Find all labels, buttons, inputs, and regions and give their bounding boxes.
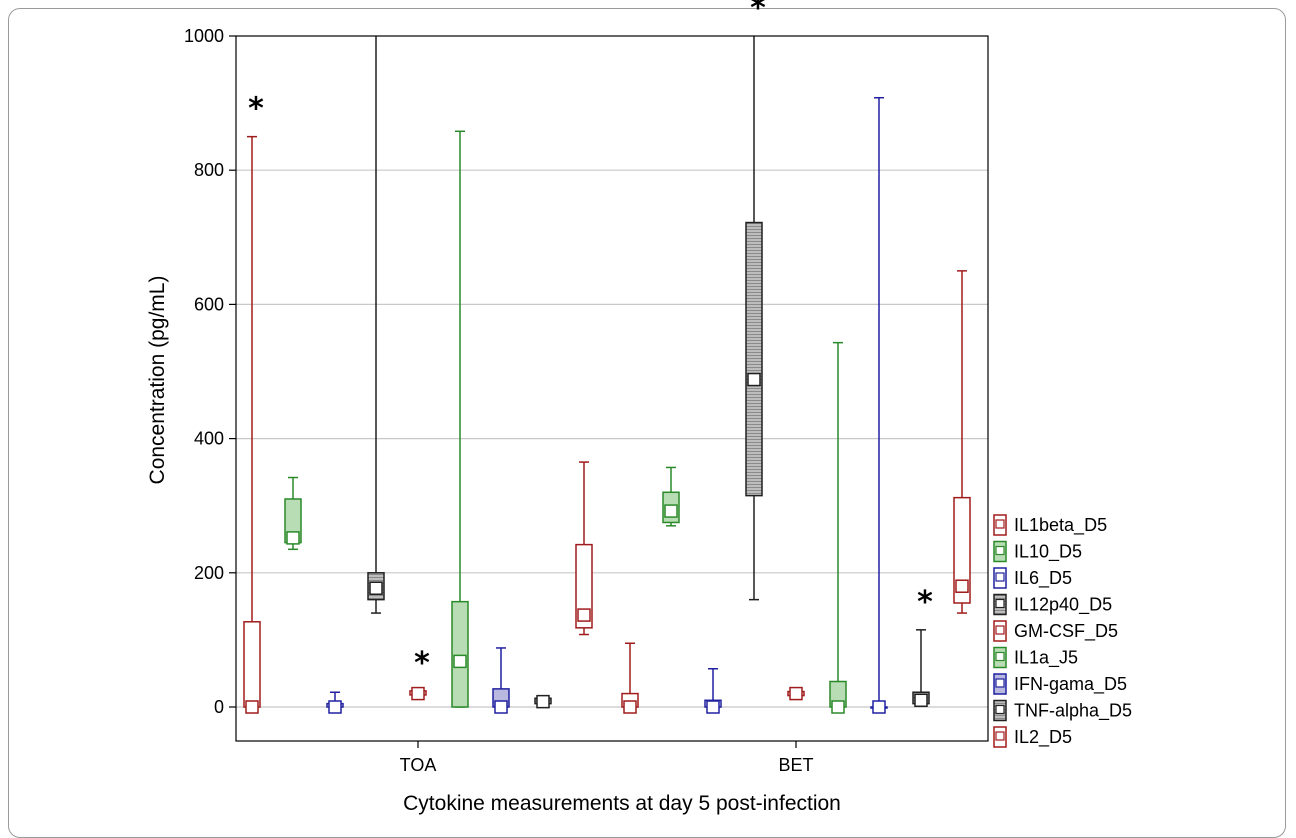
legend-item: IL6_D5 (993, 567, 1072, 589)
median-marker (286, 531, 300, 545)
median-marker (789, 686, 803, 701)
y-tick-label: 200 (194, 563, 224, 583)
median-marker (706, 700, 720, 714)
median-marker (747, 372, 761, 387)
box-GM-CSF_D5-TOA: * (409, 646, 430, 701)
box-iqr (451, 600, 469, 708)
legend-swatch-marker (995, 678, 1005, 688)
median-marker (328, 700, 342, 714)
box-IL2_D5-TOA (575, 461, 593, 636)
x-axis-title: Cytokine measurements at day 5 post-infe… (403, 792, 841, 815)
median-marker (245, 700, 259, 714)
box-IL1a_J5-TOA (451, 130, 469, 708)
significance-star: * (248, 92, 264, 127)
legend-swatch-marker (995, 545, 1005, 556)
median-marker (411, 686, 425, 701)
box-plot-chart: * * * * 0 200 400 600 800 1000 TOA BET Concentrat… (146, 0, 1132, 815)
box-TNF-alpha_D5-BET: * (912, 585, 933, 708)
legend-item: IL1beta_D5 (993, 514, 1107, 536)
box-IL2_D5-BET (953, 270, 971, 614)
legend: IL1beta_D5 IL10_D5 IL6_D5 IL12p40_D5 GM-CSF_… (993, 514, 1132, 748)
legend-label: IL10_D5 (1014, 542, 1082, 563)
box-GM-CSF_D5-BET (787, 686, 805, 701)
median-marker (494, 700, 508, 714)
legend-item: TNF-alpha_D5 (993, 699, 1132, 722)
legend-swatch-marker (995, 598, 1005, 609)
legend-label: IL2_D5 (1014, 727, 1072, 748)
legend-item: IL1a_J5 (993, 646, 1078, 669)
y-tick-label: 400 (194, 429, 224, 449)
box-IL10_D5-BET (662, 466, 680, 527)
median-marker (831, 700, 845, 714)
legend-swatch-marker (995, 519, 1005, 529)
x-tick-label: TOA (400, 755, 437, 775)
legend-label: IL12p40_D5 (1014, 595, 1112, 616)
box-IL1beta_D5-BET (621, 642, 639, 714)
legend-item: IL12p40_D5 (993, 593, 1112, 616)
legend-label: IL1beta_D5 (1014, 515, 1107, 536)
median-marker (536, 694, 550, 709)
legend-swatch-marker (995, 625, 1005, 635)
box-iqr (745, 221, 763, 497)
box-IL1a_J5-BET (829, 341, 847, 714)
x-tick-label: BET (778, 755, 813, 775)
plot-area-border (235, 35, 989, 742)
box-IL6_D5-BET (704, 668, 722, 714)
legend-item: IFN-gama_D5 (993, 673, 1127, 695)
box-IL10_D5-TOA (284, 476, 302, 551)
median-marker (623, 700, 637, 714)
median-marker (872, 700, 886, 714)
legend-label: GM-CSF_D5 (1014, 621, 1118, 642)
legend-item: IL10_D5 (993, 540, 1082, 563)
y-tick-label: 1000 (184, 26, 224, 46)
y-axis-title: Concentration (pg/mL) (146, 276, 169, 485)
median-marker (664, 504, 678, 518)
legend-label: TNF-alpha_D5 (1014, 701, 1132, 722)
box-IL12p40_D5-TOA (367, 36, 385, 614)
box-IFN-gama_D5-BET (870, 96, 888, 714)
box-iqr (953, 496, 971, 604)
box-iqr (575, 543, 593, 629)
legend-swatch-marker (995, 731, 1005, 741)
legend-swatch-marker (995, 572, 1005, 582)
median-marker (369, 581, 383, 595)
legend-label: IL1a_J5 (1014, 648, 1078, 669)
y-tick-label: 800 (194, 160, 224, 180)
box-IL1beta_D5-TOA: * (243, 92, 264, 714)
median-marker (955, 579, 969, 593)
box-TNF-alpha_D5-TOA (534, 694, 552, 709)
y-tick-label: 600 (194, 294, 224, 314)
box-IL12p40_D5-BET: * (745, 0, 766, 601)
box-IFN-gama_D5-TOA (492, 647, 510, 714)
significance-star: * (750, 0, 766, 26)
y-tick-label: 0 (214, 697, 224, 717)
median-marker (577, 608, 591, 622)
significance-star: * (917, 585, 933, 620)
legend-label: IFN-gama_D5 (1014, 674, 1127, 695)
box-iqr (243, 621, 261, 708)
significance-star: * (414, 646, 430, 681)
legend-item: IL2_D5 (993, 726, 1072, 748)
legend-swatch-marker (995, 651, 1005, 662)
legend-label: IL6_D5 (1014, 568, 1072, 589)
legend-item: GM-CSF_D5 (993, 620, 1118, 642)
median-marker (914, 693, 928, 708)
box-IL6_D5-TOA (326, 691, 344, 714)
median-marker (453, 654, 467, 669)
legend-swatch-marker (995, 704, 1005, 715)
